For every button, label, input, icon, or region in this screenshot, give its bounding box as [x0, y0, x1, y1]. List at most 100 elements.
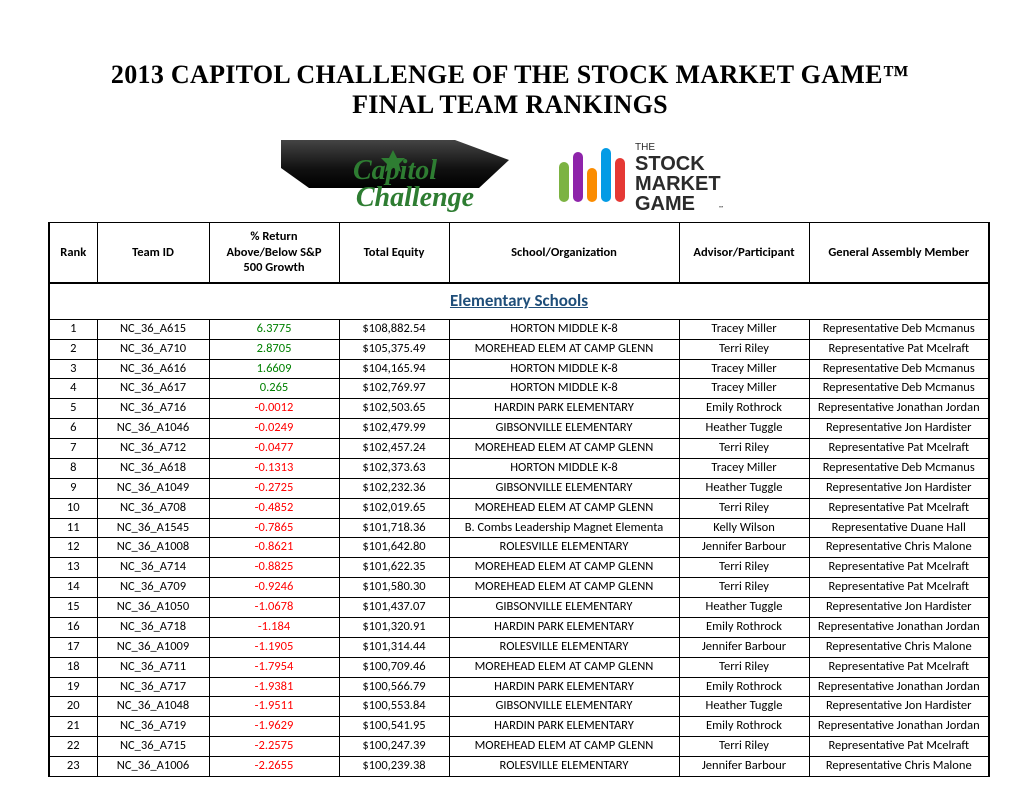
cell-advisor: Jennifer Barbour: [679, 538, 809, 558]
table-row: 15NC_36_A1050-1.0678$101,437.07GIBSONVIL…: [49, 598, 989, 618]
table-row: 4NC_36_A6170.265$102,769.97HORTON MIDDLE…: [49, 379, 989, 399]
cell-school: HORTON MIDDLE K-8: [449, 359, 679, 379]
cell-equity: $102,503.65: [339, 399, 449, 419]
cell-member: Representative Pat Mcelraft: [809, 558, 989, 578]
table-row: 23NC_36_A1006-2.2655$100,239.38ROLESVILL…: [49, 757, 989, 777]
cell-rank: 16: [49, 617, 97, 637]
cell-advisor: Terri Riley: [679, 339, 809, 359]
section-title-row: Elementary Schools: [49, 283, 989, 319]
cell-member: Representative Jon Hardister: [809, 598, 989, 618]
cell-advisor: Terri Riley: [679, 498, 809, 518]
cell-equity: $100,709.46: [339, 657, 449, 677]
cell-advisor: Heather Tuggle: [679, 598, 809, 618]
table-row: 2NC_36_A7102.8705$105,375.49MOREHEAD ELE…: [49, 339, 989, 359]
cell-member: Representative Jonathan Jordan: [809, 717, 989, 737]
cell-team: NC_36_A1009: [97, 637, 209, 657]
cell-member: Representative Jon Hardister: [809, 697, 989, 717]
cell-equity: $100,247.39: [339, 737, 449, 757]
cell-team: NC_36_A715: [97, 737, 209, 757]
cell-team: NC_36_A716: [97, 399, 209, 419]
cell-school: HORTON MIDDLE K-8: [449, 319, 679, 339]
cell-member: Representative Deb Mcmanus: [809, 359, 989, 379]
cell-advisor: Heather Tuggle: [679, 697, 809, 717]
cell-member: Representative Pat Mcelraft: [809, 439, 989, 459]
svg-text:™: ™: [719, 204, 723, 212]
cell-team: NC_36_A618: [97, 458, 209, 478]
col-member: General Assembly Member: [809, 223, 989, 283]
cell-equity: $101,437.07: [339, 598, 449, 618]
cell-advisor: Heather Tuggle: [679, 419, 809, 439]
cell-member: Representative Jon Hardister: [809, 419, 989, 439]
cell-equity: $100,553.84: [339, 697, 449, 717]
cell-rank: 8: [49, 458, 97, 478]
smg-logo-line3: GAME: [635, 193, 695, 212]
cell-rank: 22: [49, 737, 97, 757]
cell-rank: 11: [49, 518, 97, 538]
cell-return: -2.2655: [209, 757, 339, 777]
cell-rank: 15: [49, 598, 97, 618]
cell-return: -1.7954: [209, 657, 339, 677]
table-row: 19NC_36_A717-1.9381$100,566.79HARDIN PAR…: [49, 677, 989, 697]
cell-school: HARDIN PARK ELEMENTARY: [449, 677, 679, 697]
cell-member: Representative Pat Mcelraft: [809, 657, 989, 677]
table-row: 13NC_36_A714-0.8825$101,622.35MOREHEAD E…: [49, 558, 989, 578]
table-row: 18NC_36_A711-1.7954$100,709.46MOREHEAD E…: [49, 657, 989, 677]
table-row: 6NC_36_A1046-0.0249$102,479.99GIBSONVILL…: [49, 419, 989, 439]
capitol-logo-line2: Challenge: [356, 182, 474, 212]
cell-return: -0.9246: [209, 578, 339, 598]
cell-rank: 18: [49, 657, 97, 677]
cell-equity: $102,019.65: [339, 498, 449, 518]
cell-equity: $101,320.91: [339, 617, 449, 637]
cell-return: -1.9629: [209, 717, 339, 737]
table-row: 21NC_36_A719-1.9629$100,541.95HARDIN PAR…: [49, 717, 989, 737]
cell-rank: 12: [49, 538, 97, 558]
cell-advisor: Emily Rothrock: [679, 677, 809, 697]
cell-rank: 23: [49, 757, 97, 777]
cell-member: Representative Chris Malone: [809, 538, 989, 558]
cell-equity: $100,566.79: [339, 677, 449, 697]
cell-school: MOREHEAD ELEM AT CAMP GLENN: [449, 498, 679, 518]
cell-equity: $101,314.44: [339, 637, 449, 657]
table-row: 7NC_36_A712-0.0477$102,457.24MOREHEAD EL…: [49, 439, 989, 459]
cell-advisor: Tracey Miller: [679, 458, 809, 478]
cell-return: -1.1905: [209, 637, 339, 657]
smg-logo-tag: THE: [635, 142, 655, 153]
table-row: 22NC_36_A715-2.2575$100,247.39MOREHEAD E…: [49, 737, 989, 757]
table-row: 5NC_36_A716-0.0012$102,503.65HARDIN PARK…: [49, 399, 989, 419]
cell-rank: 2: [49, 339, 97, 359]
table-row: 17NC_36_A1009-1.1905$101,314.44ROLESVILL…: [49, 637, 989, 657]
col-rank: Rank: [49, 223, 97, 283]
table-row: 16NC_36_A718-1.184$101,320.91HARDIN PARK…: [49, 617, 989, 637]
cell-return: -1.0678: [209, 598, 339, 618]
section-title: Elementary Schools: [49, 283, 989, 319]
cell-rank: 7: [49, 439, 97, 459]
cell-member: Representative Jonathan Jordan: [809, 399, 989, 419]
cell-rank: 1: [49, 319, 97, 339]
cell-equity: $102,479.99: [339, 419, 449, 439]
col-advisor: Advisor/Participant: [679, 223, 809, 283]
cell-advisor: Terri Riley: [679, 737, 809, 757]
col-equity: Total Equity: [339, 223, 449, 283]
cell-return: -0.4852: [209, 498, 339, 518]
cell-team: NC_36_A718: [97, 617, 209, 637]
cell-return: -0.0249: [209, 419, 339, 439]
cell-school: B. Combs Leadership Magnet Elementa: [449, 518, 679, 538]
cell-member: Representative Pat Mcelraft: [809, 339, 989, 359]
table-row: 9NC_36_A1049-0.2725$102,232.36GIBSONVILL…: [49, 478, 989, 498]
cell-advisor: Tracey Miller: [679, 379, 809, 399]
cell-rank: 5: [49, 399, 97, 419]
cell-team: NC_36_A615: [97, 319, 209, 339]
col-team: Team ID: [97, 223, 209, 283]
cell-team: NC_36_A1048: [97, 697, 209, 717]
cell-advisor: Emily Rothrock: [679, 399, 809, 419]
smg-logo-line2: MARKET: [635, 173, 721, 195]
cell-team: NC_36_A617: [97, 379, 209, 399]
cell-team: NC_36_A1006: [97, 757, 209, 777]
cell-school: GIBSONVILLE ELEMENTARY: [449, 419, 679, 439]
cell-member: Representative Duane Hall: [809, 518, 989, 538]
cell-member: Representative Jon Hardister: [809, 478, 989, 498]
cell-equity: $102,457.24: [339, 439, 449, 459]
cell-equity: $105,375.49: [339, 339, 449, 359]
cell-rank: 13: [49, 558, 97, 578]
cell-equity: $108,882.54: [339, 319, 449, 339]
